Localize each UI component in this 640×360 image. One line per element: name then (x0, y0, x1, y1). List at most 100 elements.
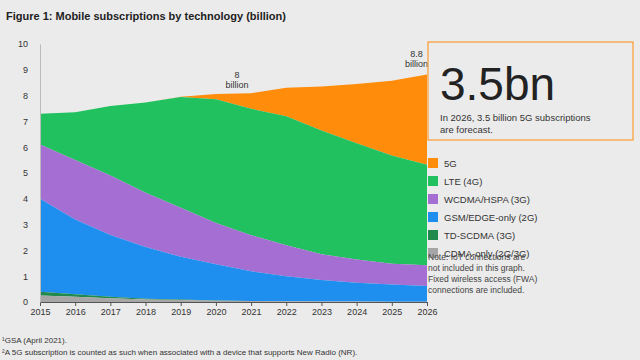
y-tick: 10 (18, 39, 40, 49)
x-tick: 2025 (382, 302, 402, 317)
x-tick-label: 2016 (66, 307, 86, 317)
x-tick-mark (357, 302, 358, 306)
x-tick: 2019 (171, 302, 191, 317)
area (40, 199, 427, 302)
x-tick-label: 2025 (382, 307, 402, 317)
callout-text: In 2026, 3.5 billion 5G subscriptions (440, 112, 591, 123)
footnote: ¹GSA (April 2021). (2, 336, 67, 345)
x-tick-mark (40, 302, 41, 306)
x-tick: 2024 (347, 302, 367, 317)
x-tick-mark (216, 302, 217, 306)
legend-label: 5G (444, 158, 457, 169)
x-tick-label: 2021 (242, 307, 262, 317)
x-tick-label: 2017 (101, 307, 121, 317)
x-tick-mark (321, 302, 322, 306)
x-tick: 2017 (101, 302, 121, 317)
x-tick: 2026 (417, 302, 437, 317)
y-tick-label: 7 (23, 117, 28, 127)
y-tick: 4 (23, 194, 40, 204)
y-tick: 2 (23, 246, 40, 256)
y-tick-label: 2 (23, 246, 28, 256)
note: not included in this graph. (428, 263, 525, 273)
x-tick-label: 2022 (277, 307, 297, 317)
y-tick: 6 (23, 143, 40, 153)
x-tick-label: 2015 (30, 307, 50, 317)
legend-swatch (428, 230, 438, 240)
y-tick: 0 (23, 297, 40, 307)
area (40, 292, 427, 302)
x-tick-label: 2026 (417, 307, 437, 317)
x-axis-line (41, 303, 428, 307)
x-tick-label: 2018 (136, 307, 156, 317)
x-tick: 2022 (277, 302, 297, 317)
callout-text: are forecast. (440, 124, 493, 135)
x-tick: 2023 (312, 302, 332, 317)
legend-item: GSM/EDGE-only (2G) (428, 212, 537, 223)
x-tick-mark (427, 302, 428, 306)
y-tick: 9 (23, 65, 40, 75)
annotation-line: billion (226, 80, 249, 90)
note: Note: IoT connections are (428, 252, 525, 262)
legend-label: LTE (4G) (444, 176, 482, 187)
area (40, 296, 427, 302)
legend-swatch (428, 194, 438, 204)
legend: 5G LTE (4G) WCDMA/HSPA (3G) GSM/EDGE-only (… (428, 158, 537, 259)
legend-item: 5G (428, 158, 457, 169)
legend-swatch (428, 158, 438, 168)
x-tick-label: 2024 (347, 307, 367, 317)
legend-label: WCDMA/HSPA (3G) (444, 194, 530, 205)
annotation-line: billion (405, 59, 428, 69)
y-tick: 5 (23, 168, 40, 178)
annotation-line: 8.8 (410, 49, 423, 59)
chart: Figure 1: Mobile subscriptions by techno… (0, 0, 640, 360)
title: Figure 1: Mobile subscriptions by techno… (6, 10, 286, 22)
note: connections are included. (428, 285, 524, 295)
y-tick-label: 5 (23, 168, 28, 178)
annotation: 8.8billion (405, 49, 428, 69)
y-tick-label: 6 (23, 143, 28, 153)
legend-item: LTE (4G) (428, 176, 482, 187)
legend-label: GSM/EDGE-only (2G) (444, 212, 537, 223)
x-tick-label: 2023 (312, 307, 332, 317)
background (0, 0, 640, 360)
x-tick-mark (392, 302, 393, 306)
x-tick: 2020 (206, 302, 226, 317)
x-tick: 2021 (242, 302, 262, 317)
y-tick-label: 1 (23, 272, 28, 282)
legend-swatch (428, 212, 438, 222)
legend-item: TD-SCDMA (3G) (428, 230, 515, 241)
x-tick: 2015 (30, 302, 50, 317)
y-axis: 0 1 2 3 4 5 6 7 8 9 10 (18, 39, 41, 307)
y-tick-label: 4 (23, 194, 28, 204)
footnote: ²A 5G subscription is counted as such wh… (2, 348, 357, 357)
y-tick-label: 8 (23, 91, 28, 101)
x-tick-label: 2019 (171, 307, 191, 317)
note: Fixed wireless access (FWA) (428, 274, 537, 284)
x-tick: 2018 (136, 302, 156, 317)
x-tick-mark (251, 302, 252, 306)
x-tick-mark (181, 302, 182, 306)
y-tick-label: 9 (23, 65, 28, 75)
y-tick: 1 (23, 272, 40, 282)
x-axis: 2015 2016 2017 2018 2019 2020 2021 2022 2023 2024… (30, 302, 437, 317)
x-tick: 2016 (66, 302, 86, 317)
y-tick-label: 10 (18, 39, 28, 49)
y-tick: 7 (23, 117, 40, 127)
y-tick: 8 (23, 91, 40, 101)
y-tick: 3 (23, 220, 40, 230)
legend-item: WCDMA/HSPA (3G) (428, 194, 530, 205)
legend-label: TD-SCDMA (3G) (444, 230, 515, 241)
callout-headline: 3.5bn (440, 58, 555, 110)
y-tick-label: 0 (23, 297, 28, 307)
annotation: 8billion (226, 70, 249, 90)
x-tick-mark (75, 302, 76, 306)
plot-area (40, 74, 427, 302)
annotation-line: 8 (235, 70, 240, 80)
x-tick-mark (110, 302, 111, 306)
callout-box (428, 42, 633, 140)
legend-swatch (428, 176, 438, 186)
x-tick-mark (146, 302, 147, 306)
y-axis-line (40, 45, 41, 303)
x-tick-label: 2020 (206, 307, 226, 317)
x-tick-mark (286, 302, 287, 306)
